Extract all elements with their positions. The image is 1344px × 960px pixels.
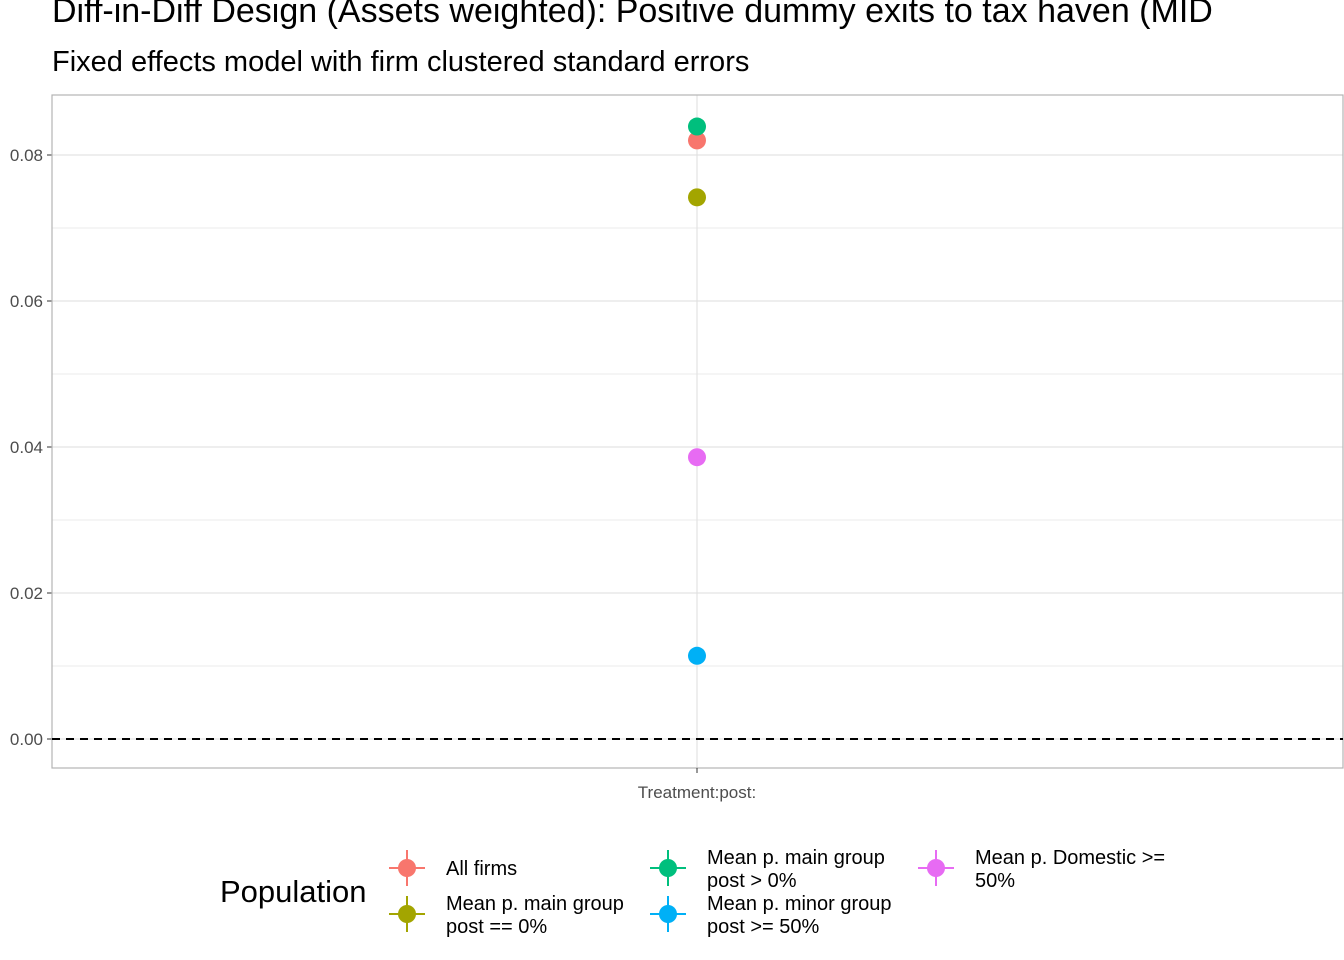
y-tick-label: 0.08 [10,146,43,165]
y-tick-label: 0.04 [10,438,43,457]
legend-key [389,896,425,932]
legend-title: Population [220,874,367,909]
legend-label: All firms [446,858,518,880]
data-point [688,188,706,207]
legend-label: Mean p. Domestic >= 50% [975,847,1166,892]
y-tick-label: 0.00 [10,730,43,749]
x-tick-label: Treatment:post: [638,783,756,802]
legend-label: Mean p. main group post == 0% [446,893,624,938]
data-points [688,117,706,665]
chart-title: Diff-in-Diff Design (Assets weighted): P… [52,0,1213,30]
data-point [688,646,706,665]
legend-key [389,850,425,886]
y-tick-label: 0.06 [10,292,43,311]
legend-label: Mean p. main group post > 0% [707,847,885,892]
chart-subtitle: Fixed effects model with firm clustered … [52,46,750,78]
data-point [688,448,706,467]
data-point [688,131,706,150]
legend-key [650,850,686,886]
y-tick-label: 0.02 [10,584,43,603]
legend-key [650,896,686,932]
axes: 0.00 0.02 0.04 0.06 0.08 Treatment:post: [10,94,1344,802]
legend-key [918,850,954,886]
legend-label: Mean p. minor group post >= 50% [707,893,892,938]
data-point [688,117,706,136]
